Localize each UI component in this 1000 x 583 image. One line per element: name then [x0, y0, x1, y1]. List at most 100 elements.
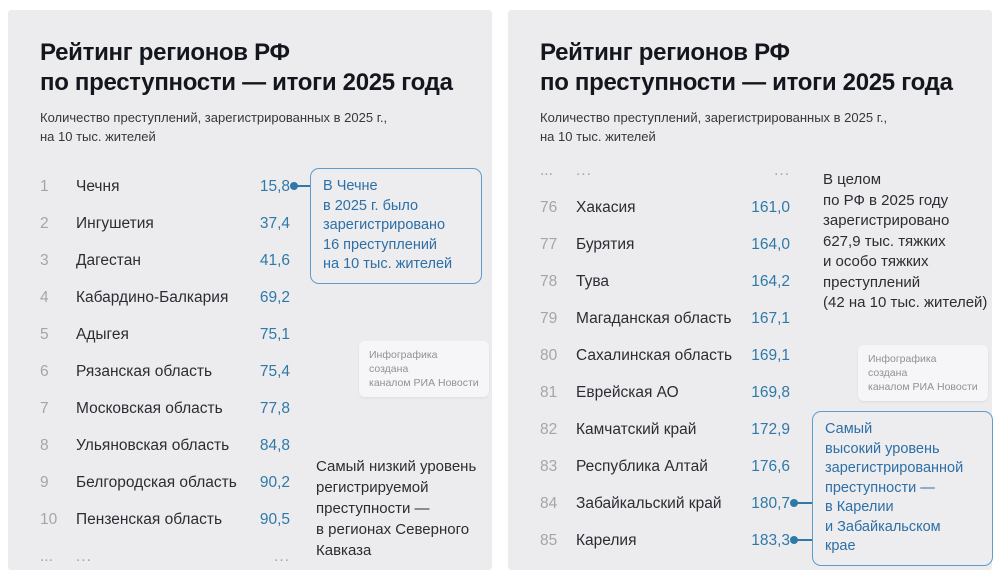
rank-cell: 81	[540, 383, 558, 401]
value-cell: 164,0	[751, 235, 790, 253]
value-cell: 69,2	[259, 288, 290, 306]
region-cell: Еврейская АО	[576, 383, 679, 401]
rank-cell: 8	[40, 436, 49, 454]
region-cell: Республика Алтай	[576, 457, 708, 475]
table-row: 3 Дагестан 41,6	[40, 242, 290, 279]
table-row: 84 Забайкальский край 180,7	[540, 485, 790, 522]
table-row: 80 Сахалинская область 169,1	[540, 337, 790, 374]
region-cell: Чечня	[76, 177, 120, 195]
value-cell: 161,0	[751, 198, 790, 216]
value-cell: 90,2	[259, 473, 290, 491]
region-cell: Белгородская область	[76, 473, 237, 491]
rank-cell: 1	[40, 177, 49, 195]
panel-highest-crime: Рейтинг регионов РФ по преступности — ит…	[508, 10, 993, 570]
value-cell: 167,1	[751, 309, 790, 327]
table-row-ellipsis: ... ... ...	[40, 538, 290, 575]
region-cell: Камчатский край	[576, 420, 697, 438]
ranking-list: ... ... ... 76 Хакасия 161,0 77 Бурятия …	[540, 152, 790, 559]
callout-chechnya: В Чечне в 2025 г. было зарегистрировано …	[310, 168, 482, 284]
note-lowest-crime: Самый низкий уровень регистрируемой прес…	[316, 458, 477, 559]
rank-cell: 79	[540, 309, 558, 327]
rank-cell: 4	[40, 288, 49, 306]
table-row: 1 Чечня 15,8	[40, 168, 290, 205]
rank-cell: 6	[40, 362, 49, 380]
callout-karelia-zabaikalye: Самый высокий уровень зарегистрированной…	[812, 411, 993, 566]
table-row: 4 Кабардино-Балкария 69,2	[40, 279, 290, 316]
value-cell: 180,7	[751, 494, 790, 512]
value-cell: ...	[274, 547, 290, 565]
region-cell: Ульяновская область	[76, 436, 230, 454]
rank-cell: 5	[40, 325, 49, 343]
rank-cell: 9	[40, 473, 49, 491]
page-subtitle: Количество преступлений, зарегистрирован…	[40, 110, 388, 144]
region-cell: Сахалинская область	[576, 346, 733, 364]
region-cell: Дагестан	[76, 251, 141, 269]
value-cell: 164,2	[751, 272, 790, 290]
callout-connector-line	[790, 536, 812, 544]
value-cell: 183,3	[751, 531, 790, 549]
value-cell: 176,6	[751, 457, 790, 475]
panel-lowest-crime: Рейтинг регионов РФ по преступности — ит…	[8, 10, 492, 570]
ria-credit-badge: Инфографика создана каналом РИА Новости	[359, 341, 489, 397]
region-cell: Карелия	[576, 531, 637, 549]
table-row: 82 Камчатский край 172,9	[540, 411, 790, 448]
rank-cell: 3	[40, 251, 49, 269]
page-title: Рейтинг регионов РФ по преступности — ит…	[40, 39, 453, 96]
value-cell: 169,8	[751, 383, 790, 401]
rank-cell: 84	[540, 494, 558, 512]
value-cell: 75,4	[259, 362, 290, 380]
region-cell: ...	[76, 547, 92, 565]
table-row: 2 Ингушетия 37,4	[40, 205, 290, 242]
ria-credit-badge: Инфографика создана каналом РИА Новости	[858, 345, 988, 401]
rank-cell: 83	[540, 457, 558, 475]
rank-cell: 76	[540, 198, 558, 216]
page-title: Рейтинг регионов РФ по преступности — ит…	[540, 39, 953, 96]
table-row: 6 Рязанская область 75,4	[40, 353, 290, 390]
value-cell: 77,8	[259, 399, 290, 417]
region-cell: Бурятия	[576, 235, 635, 253]
table-row: 10 Пензенская область 90,5	[40, 501, 290, 538]
table-row: 77 Бурятия 164,0	[540, 226, 790, 263]
table-row: 81 Еврейская АО 169,8	[540, 374, 790, 411]
rank-cell: 77	[540, 235, 558, 253]
region-cell: ...	[576, 161, 592, 179]
ranking-list: 1 Чечня 15,8 2 Ингушетия 37,4 3 Дагестан…	[40, 168, 290, 575]
table-row: 79 Магаданская область 167,1	[540, 300, 790, 337]
rank-cell: 82	[540, 420, 558, 438]
region-cell: Тува	[576, 272, 610, 290]
rank-cell: 80	[540, 346, 558, 364]
region-cell: Кабардино-Балкария	[76, 288, 229, 306]
value-cell: 15,8	[259, 177, 290, 195]
rank-cell: 10	[40, 510, 58, 528]
value-cell: 75,1	[259, 325, 290, 343]
rank-cell: ...	[540, 161, 553, 179]
table-row: 8 Ульяновская область 84,8	[40, 427, 290, 464]
table-row-ellipsis: ... ... ...	[540, 152, 790, 189]
value-cell: 169,1	[751, 346, 790, 364]
value-cell: 41,6	[259, 251, 290, 269]
table-row: 85 Карелия 183,3	[540, 522, 790, 559]
table-row: 76 Хакасия 161,0	[540, 189, 790, 226]
table-row: 5 Адыгея 75,1	[40, 316, 290, 353]
region-cell: Забайкальский край	[576, 494, 722, 512]
rank-cell: 7	[40, 399, 49, 417]
value-cell: ...	[774, 161, 790, 179]
rank-cell: 2	[40, 214, 49, 232]
rank-cell: 78	[540, 272, 558, 290]
region-cell: Пензенская область	[76, 510, 223, 528]
callout-connector-line	[290, 182, 310, 190]
value-cell: 172,9	[751, 420, 790, 438]
region-cell: Московская область	[76, 399, 223, 417]
value-cell: 84,8	[259, 436, 290, 454]
region-cell: Рязанская область	[76, 362, 213, 380]
value-cell: 90,5	[259, 510, 290, 528]
summary-russia-total: В целом по РФ в 2025 году зарегистрирова…	[823, 171, 988, 311]
table-row: 9 Белгородская область 90,2	[40, 464, 290, 501]
table-row: 83 Республика Алтай 176,6	[540, 448, 790, 485]
page-subtitle: Количество преступлений, зарегистрирован…	[540, 110, 888, 144]
region-cell: Ингушетия	[76, 214, 154, 232]
region-cell: Магаданская область	[576, 309, 732, 327]
table-row: 7 Московская область 77,8	[40, 390, 290, 427]
region-cell: Хакасия	[576, 198, 636, 216]
region-cell: Адыгея	[76, 325, 129, 343]
